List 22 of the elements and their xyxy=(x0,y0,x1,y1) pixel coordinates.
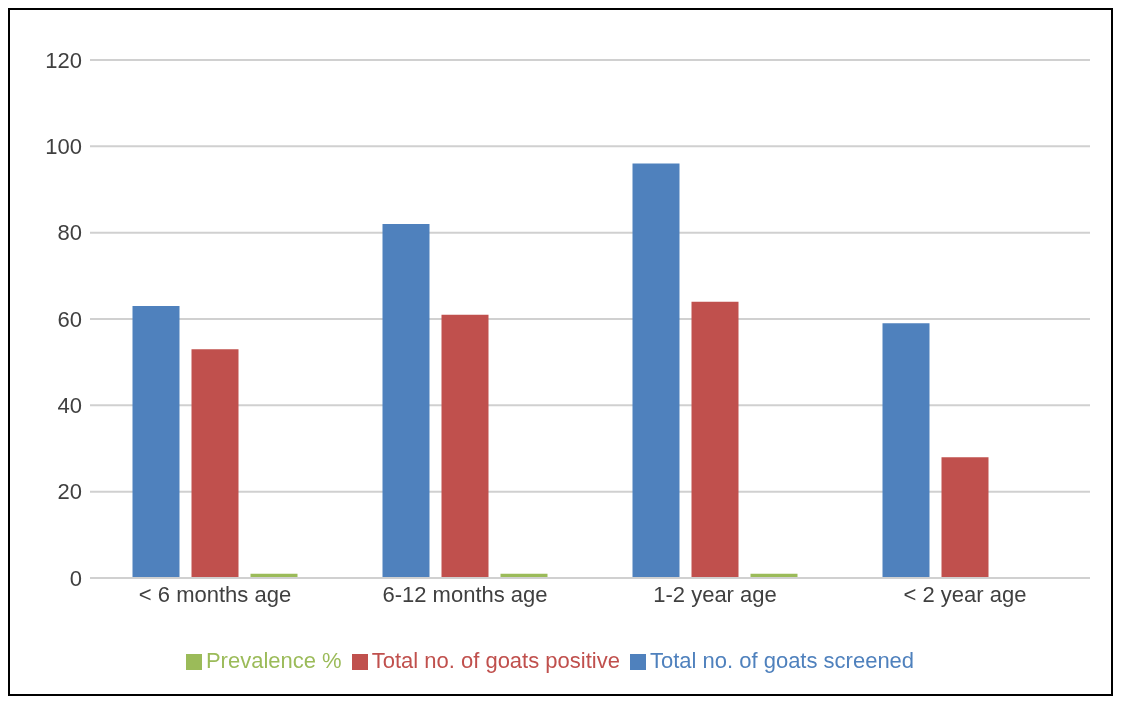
bar xyxy=(441,314,489,578)
x-tick-label: 1-2 year age xyxy=(653,581,777,607)
y-tick-label: 60 xyxy=(57,306,82,332)
y-tick-label: 40 xyxy=(57,393,82,419)
bar xyxy=(132,306,180,578)
x-tick-label: < 6 months age xyxy=(138,581,292,607)
bar xyxy=(882,323,930,578)
legend-label: Total no. of goats positive xyxy=(371,648,620,673)
x-tick-label: 6-12 months age xyxy=(382,581,548,607)
y-tick-label: 100 xyxy=(45,134,82,160)
y-tick-label: 20 xyxy=(57,479,82,505)
legend-label: Total no. of goats screened xyxy=(649,648,915,673)
bar xyxy=(632,163,680,578)
y-tick-label: 80 xyxy=(57,220,82,246)
bar xyxy=(191,349,239,578)
bar xyxy=(941,457,989,578)
bar xyxy=(382,224,430,578)
legend-label: Prevalence % xyxy=(205,648,342,673)
y-tick-label: 120 xyxy=(45,47,82,73)
x-tick-label: < 2 year age xyxy=(903,581,1027,607)
bar xyxy=(691,301,739,578)
y-tick-label: 0 xyxy=(69,565,82,591)
